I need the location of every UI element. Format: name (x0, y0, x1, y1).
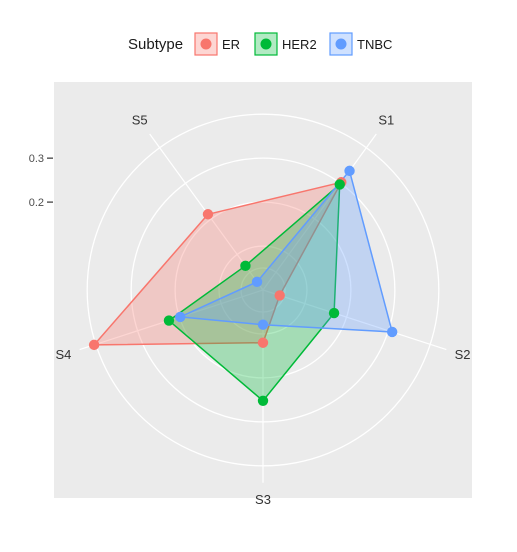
series-area-tnbc (179, 170, 393, 333)
axis-label-s4: S4 (56, 347, 72, 362)
spoke-s2 (262, 289, 447, 351)
axis-label-s5: S5 (132, 112, 148, 127)
point-tnbc-s5 (251, 276, 263, 288)
point-tnbc-s3 (257, 319, 269, 330)
legend-label-her2: HER2 (282, 37, 317, 52)
point-er-s5 (202, 209, 214, 220)
point-tnbc-s2 (386, 326, 398, 338)
point-er-s4 (88, 339, 100, 351)
legend-dot-her2 (260, 38, 272, 50)
legend-dot-tnbc (335, 38, 347, 50)
axis-label-s2: S2 (455, 347, 471, 362)
legend-label-er: ER (222, 37, 240, 52)
series-area-er (93, 181, 343, 346)
radial-tick-label: 0.2 (29, 197, 44, 209)
legend-title: Subtype (128, 36, 183, 53)
series-layer (88, 165, 398, 406)
axis-label-s3: S3 (255, 492, 271, 507)
axis-label-s1: S1 (378, 112, 394, 127)
point-er-s2 (274, 290, 285, 301)
point-tnbc-s4 (175, 311, 186, 323)
point-her2-s3 (257, 395, 269, 406)
point-her2-s2 (328, 307, 340, 319)
point-her2-s4 (163, 315, 175, 326)
series-area-her2 (168, 183, 341, 402)
radial-tick-label: 0.3 (29, 153, 44, 165)
point-her2-s1 (334, 179, 345, 190)
legend-dot-er (200, 38, 212, 50)
label-layer: S1 S2 S3 S4 S5 0.2 0.3 (29, 112, 471, 507)
point-tnbc-s1 (344, 165, 355, 177)
legend: Subtype ER HER2 TNBC (128, 32, 392, 56)
legend-label-tnbc: TNBC (357, 37, 392, 52)
spoke-s1 (262, 133, 377, 291)
point-her2-s5 (240, 260, 251, 272)
point-er-s3 (257, 337, 269, 348)
